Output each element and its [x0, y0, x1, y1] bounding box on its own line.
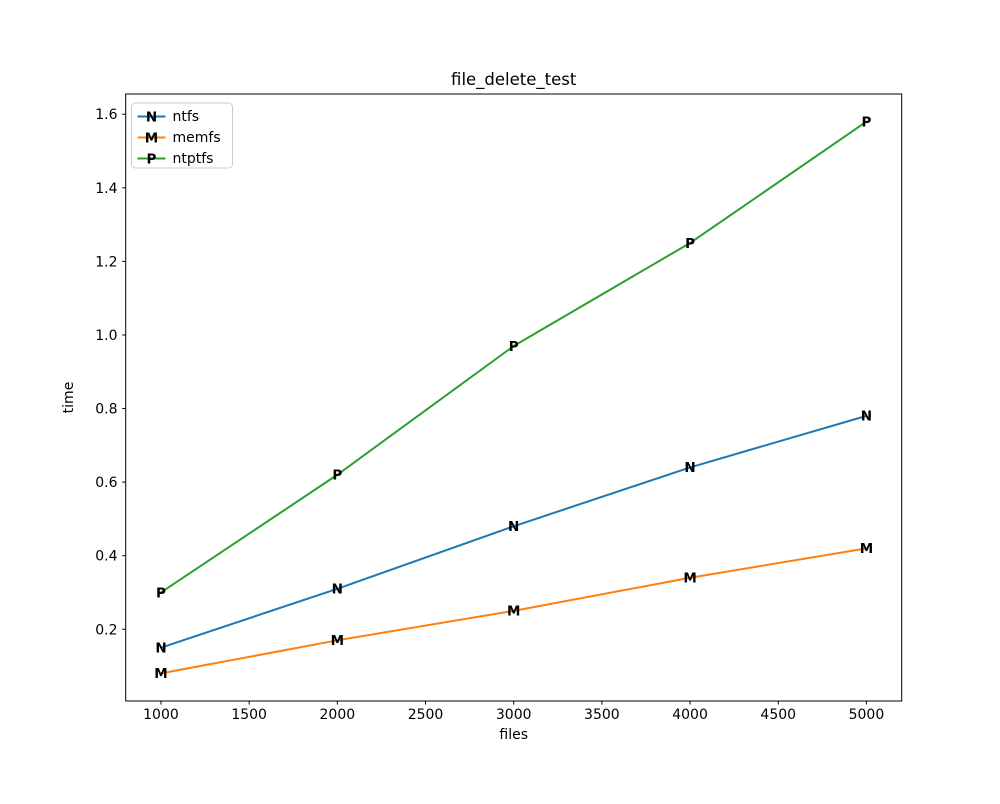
plot-frame — [125, 93, 903, 702]
x-tick-label: 3500 — [584, 707, 620, 723]
x-tick-label: 2000 — [320, 707, 356, 723]
series-marker-ntfs: N — [332, 582, 343, 598]
series-marker-ntfs: N — [861, 409, 872, 425]
y-tick-label: 1.0 — [95, 328, 117, 344]
y-tick-label: 1.2 — [95, 254, 117, 270]
legend-box — [131, 102, 233, 169]
x-tick-label: 2500 — [408, 707, 444, 723]
legend-marker-ntfs: N — [146, 109, 157, 125]
series-marker-ntptfs: P — [332, 468, 342, 484]
series-marker-ntfs: N — [155, 640, 166, 656]
y-tick-label: 0.4 — [95, 549, 117, 565]
legend-marker-ntptfs: P — [147, 151, 157, 167]
y-tick-label: 0.8 — [95, 402, 117, 418]
x-tick-label: 4000 — [672, 707, 708, 723]
x-tick-label: 1000 — [143, 707, 179, 723]
series-marker-ntptfs: P — [861, 114, 871, 130]
series-marker-memfs: M — [860, 541, 873, 557]
series-marker-ntptfs: P — [509, 339, 519, 355]
series-marker-memfs: M — [154, 666, 167, 682]
x-axis-label: files — [499, 727, 528, 743]
y-tick-label: 0.6 — [95, 475, 117, 491]
legend-label-ntptfs: ntptfs — [173, 151, 214, 167]
series-marker-memfs: M — [507, 604, 520, 620]
x-tick-label: 4500 — [760, 707, 796, 723]
legend-marker-memfs: M — [145, 130, 158, 146]
axes-ticks: 1000 1500 2000 2500 3000 3500 4000 4500 5000 0.2 0… — [95, 107, 884, 723]
series-marker-memfs: M — [331, 633, 344, 649]
series-marker-memfs: M — [683, 571, 696, 587]
x-tick-label: 3000 — [496, 707, 532, 723]
y-tick-label: 1.6 — [95, 107, 117, 123]
axes-frame — [125, 93, 903, 702]
y-tick-label: 0.2 — [95, 622, 117, 638]
y-tick-label: 1.4 — [95, 181, 117, 197]
legend-label-memfs: memfs — [173, 130, 221, 146]
series-marker-ntfs: N — [508, 519, 519, 535]
chart-title: file_delete_test — [451, 70, 577, 90]
series-line-ntptfs — [159, 120, 868, 594]
series-marker-ntptfs: P — [685, 236, 695, 252]
legend-label-ntfs: ntfs — [173, 109, 200, 125]
series-line-memfs — [159, 547, 868, 675]
x-tick-label: 1500 — [231, 707, 267, 723]
y-axis-label: time — [61, 382, 77, 414]
series-line-ntfs — [159, 414, 868, 649]
series-marker-ntfs: N — [684, 460, 695, 476]
series-marker-ntptfs: P — [156, 585, 166, 601]
x-tick-label: 5000 — [849, 707, 885, 723]
